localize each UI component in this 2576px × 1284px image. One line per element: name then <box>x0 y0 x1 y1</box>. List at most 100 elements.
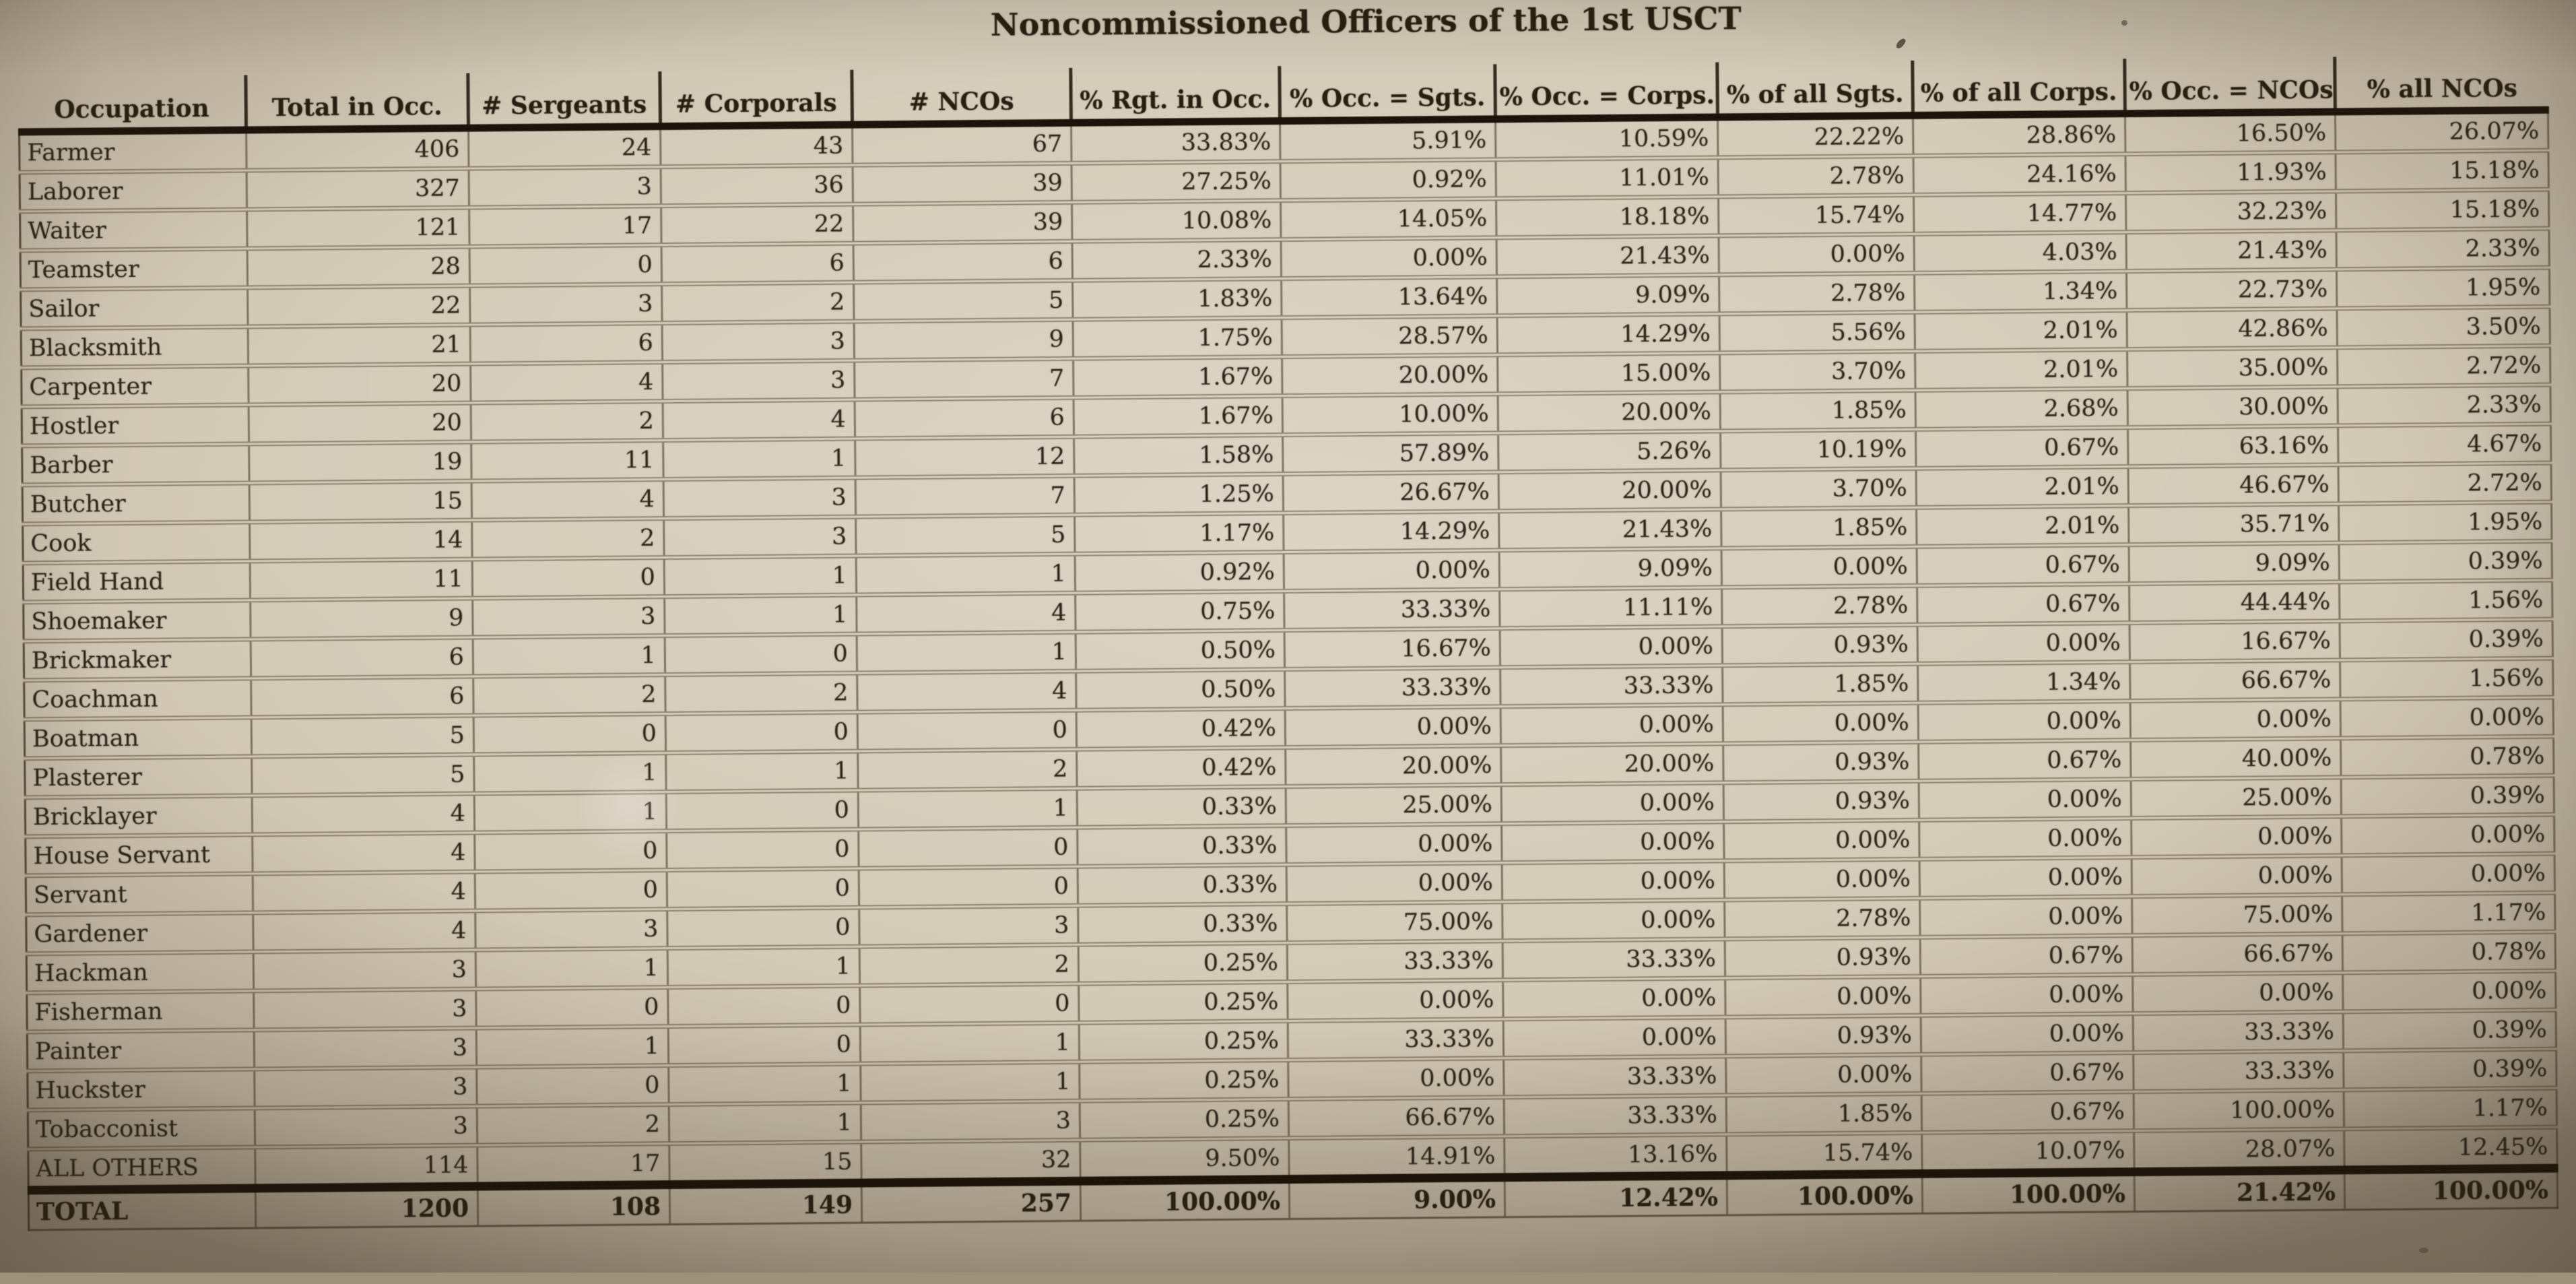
value-cell: 25.00% <box>2131 777 2341 818</box>
value-cell: 6 <box>661 243 853 284</box>
value-cell: 7 <box>855 476 1074 517</box>
value-cell: 0.93% <box>1725 937 1920 978</box>
value-cell: 27.25% <box>1071 162 1280 203</box>
value-cell: 0.25% <box>1079 982 1288 1023</box>
value-cell: 14.91% <box>1289 1136 1505 1180</box>
value-cell: 0 <box>667 868 859 909</box>
value-cell: 0.00% <box>2132 856 2342 897</box>
total-value-cell: 149 <box>669 1183 862 1224</box>
value-cell: 28 <box>247 247 469 288</box>
value-cell: 2 <box>477 1105 669 1145</box>
value-cell: 0.00% <box>1285 707 1500 748</box>
value-cell: 4 <box>471 480 663 520</box>
value-cell: 0 <box>668 986 860 1026</box>
value-cell: 0 <box>667 829 859 870</box>
value-cell: 0.00% <box>1919 779 2131 821</box>
value-cell: 1 <box>856 554 1075 595</box>
value-cell: 0.00% <box>1921 1014 2133 1055</box>
value-cell: 16.67% <box>1284 629 1500 670</box>
value-cell: 33.83% <box>1071 121 1280 164</box>
value-cell: 0.67% <box>1920 936 2132 977</box>
value-cell: 1 <box>666 751 858 792</box>
value-cell: 0 <box>472 558 664 598</box>
value-cell: 15.18% <box>2336 150 2548 191</box>
value-cell: 0.92% <box>1280 160 1496 201</box>
value-cell: 10.07% <box>1922 1131 2135 1174</box>
value-cell: 0 <box>859 866 1078 907</box>
value-cell: 32 <box>861 1140 1081 1183</box>
value-cell: 0.67% <box>1917 584 2129 625</box>
value-cell: 2.78% <box>1722 585 1917 627</box>
value-cell: 1.67% <box>1074 396 1282 437</box>
value-cell: 28.86% <box>1913 114 2125 156</box>
value-cell: 0.39% <box>2340 619 2552 660</box>
occupation-cell: Shoemaker <box>24 600 251 641</box>
value-cell: 39 <box>853 202 1072 243</box>
value-cell: 4 <box>253 911 475 952</box>
value-cell: 2.72% <box>2338 463 2551 504</box>
total-value-cell: 100.00% <box>1080 1180 1290 1221</box>
value-cell: 0 <box>469 245 661 286</box>
value-cell: 9 <box>251 598 473 639</box>
value-cell: 15 <box>669 1142 862 1184</box>
value-cell: 33.33% <box>1284 589 1500 631</box>
value-cell: 28.57% <box>1282 316 1497 357</box>
value-cell: 0.67% <box>1919 740 2131 781</box>
value-cell: 0.93% <box>1725 1015 1921 1056</box>
value-cell: 1 <box>664 556 856 596</box>
value-cell: 3 <box>470 284 662 325</box>
value-cell: 0.33% <box>1078 904 1287 945</box>
value-cell: 9 <box>854 319 1073 360</box>
value-cell: 0.39% <box>2343 1010 2556 1051</box>
value-cell: 0.93% <box>1722 624 1917 666</box>
value-cell: 4 <box>253 833 475 874</box>
value-cell: 5 <box>251 715 473 757</box>
value-cell: 0 <box>665 712 857 752</box>
value-cell: 0.67% <box>1916 428 2128 469</box>
value-cell: 3 <box>662 321 854 362</box>
value-cell: 1.34% <box>1918 662 2130 703</box>
value-cell: 4 <box>663 399 855 440</box>
value-cell: 0.00% <box>1281 238 1496 279</box>
occupation-cell: Hostler <box>22 405 249 446</box>
value-cell: 0 <box>475 831 667 872</box>
value-cell: 16.50% <box>2125 112 2336 154</box>
value-cell: 3 <box>663 478 855 518</box>
value-cell: 4 <box>471 362 663 403</box>
value-cell: 3 <box>469 167 661 207</box>
occupation-cell: Huckster <box>28 1069 255 1110</box>
value-cell: 2.33% <box>1072 240 1281 281</box>
value-cell: 3 <box>475 909 667 950</box>
value-cell: 0.42% <box>1077 748 1286 789</box>
value-cell: 20 <box>249 403 471 444</box>
value-cell: 0.00% <box>1921 975 2133 1016</box>
value-cell: 6 <box>855 397 1074 439</box>
total-value-cell: 100.00% <box>1727 1174 1923 1215</box>
occupation-cell: Farmer <box>20 130 247 172</box>
occupation-cell: Gardener <box>26 913 253 954</box>
value-cell: 9.09% <box>1497 275 1719 316</box>
occupation-cell: Waiter <box>20 210 247 251</box>
value-cell: 0.00% <box>1919 858 2132 899</box>
column-header: % of all Corps. <box>1913 59 2125 115</box>
value-cell: 3.70% <box>1721 468 1916 509</box>
occupation-cell: House Servant <box>26 835 253 876</box>
value-cell: 24 <box>469 127 661 168</box>
value-cell: 9.50% <box>1080 1138 1290 1182</box>
value-cell: 1 <box>861 1062 1080 1103</box>
value-cell: 9.09% <box>2129 543 2339 584</box>
value-cell: 11 <box>471 441 663 481</box>
value-cell: 0.39% <box>2341 775 2554 816</box>
value-cell: 14 <box>250 520 472 561</box>
value-cell: 2 <box>859 944 1078 986</box>
value-cell: 0 <box>476 988 668 1028</box>
value-cell: 14.29% <box>1497 314 1719 355</box>
value-cell: 3 <box>254 989 476 1030</box>
value-cell: 14.05% <box>1281 199 1496 240</box>
value-cell: 0 <box>666 790 858 831</box>
value-cell: 11.01% <box>1496 158 1718 199</box>
value-cell: 1.85% <box>1721 507 1917 548</box>
value-cell: 15.74% <box>1718 195 1913 236</box>
total-value-cell: 100.00% <box>1922 1172 2135 1214</box>
